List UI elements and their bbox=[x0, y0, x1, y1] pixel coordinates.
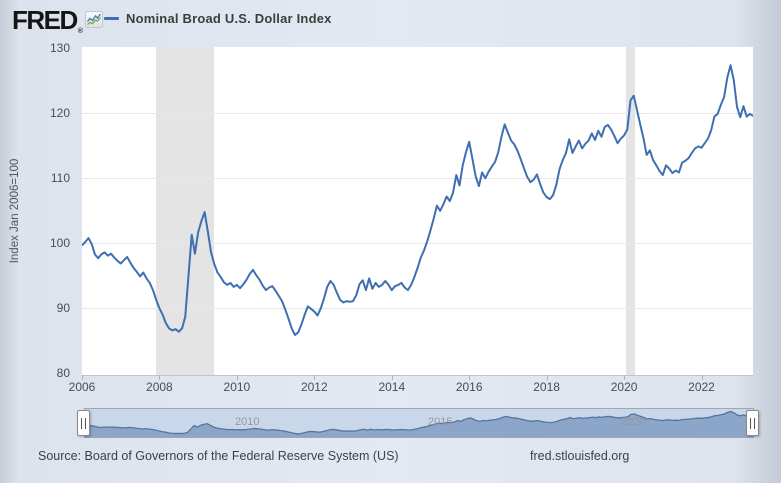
recession-band bbox=[625, 47, 636, 375]
y-tick-label: 80 bbox=[56, 366, 70, 381]
x-tick-mark bbox=[236, 375, 238, 380]
fred-chart-icon bbox=[85, 11, 103, 28]
data-series-line bbox=[82, 64, 753, 336]
x-tick-label: 2010 bbox=[223, 380, 251, 394]
grip-icon bbox=[81, 417, 86, 429]
gridline bbox=[82, 243, 753, 244]
gridline bbox=[82, 308, 753, 309]
x-tick-mark bbox=[701, 375, 703, 380]
source-note: Source: Board of Governors of the Federa… bbox=[38, 449, 399, 463]
recession-band bbox=[156, 47, 215, 375]
range-selector-year-label: 2010 bbox=[235, 416, 260, 428]
range-selector-year-label: 2020 bbox=[621, 416, 646, 428]
registered-trademark: ® bbox=[77, 28, 83, 35]
y-tick-label: 120 bbox=[49, 106, 70, 121]
x-tick-mark bbox=[159, 375, 161, 380]
fred-logo[interactable]: FRED® bbox=[12, 5, 83, 36]
x-tick-mark bbox=[314, 375, 316, 380]
plot-area[interactable] bbox=[82, 47, 753, 375]
x-tick-label: 2020 bbox=[610, 380, 638, 394]
range-handle-right[interactable] bbox=[746, 410, 759, 436]
y-tick-label: 90 bbox=[56, 301, 70, 316]
x-tick-label: 2008 bbox=[146, 380, 173, 394]
x-tick-mark bbox=[82, 375, 83, 380]
series-legend-dash bbox=[104, 17, 119, 20]
y-tick-label: 100 bbox=[49, 236, 70, 251]
x-tick-label: 2018 bbox=[533, 380, 560, 394]
x-tick-mark bbox=[546, 375, 548, 380]
fred-logo-text: FRED bbox=[12, 5, 78, 35]
y-tick-label: 110 bbox=[50, 171, 70, 186]
site-link[interactable]: fred.stlouisfed.org bbox=[530, 449, 630, 463]
x-tick-label: 2006 bbox=[68, 380, 96, 394]
x-tick-mark bbox=[391, 375, 393, 380]
x-tick-label: 2022 bbox=[688, 380, 715, 394]
y-tick-label: 130 bbox=[49, 41, 70, 56]
range-selector-year-label: 2015 bbox=[428, 416, 453, 428]
range-selector[interactable]: 2010 2015 2020 bbox=[84, 408, 754, 438]
series-legend: Nominal Broad U.S. Dollar Index bbox=[104, 11, 332, 26]
x-axis-line bbox=[82, 375, 753, 376]
range-handle-left[interactable] bbox=[77, 410, 90, 436]
series-legend-label: Nominal Broad U.S. Dollar Index bbox=[126, 11, 332, 26]
x-tick-label: 2014 bbox=[378, 380, 406, 394]
x-tick-label: 2016 bbox=[455, 380, 483, 394]
x-tick-label: 2012 bbox=[300, 380, 328, 394]
x-tick-mark bbox=[469, 375, 471, 380]
gridline bbox=[82, 178, 753, 179]
x-tick-mark bbox=[624, 375, 626, 380]
y-axis-title: Index Jan 2006=100 bbox=[9, 158, 21, 264]
gridline bbox=[82, 113, 753, 114]
range-selector-area bbox=[84, 410, 754, 437]
grip-icon bbox=[750, 417, 755, 429]
